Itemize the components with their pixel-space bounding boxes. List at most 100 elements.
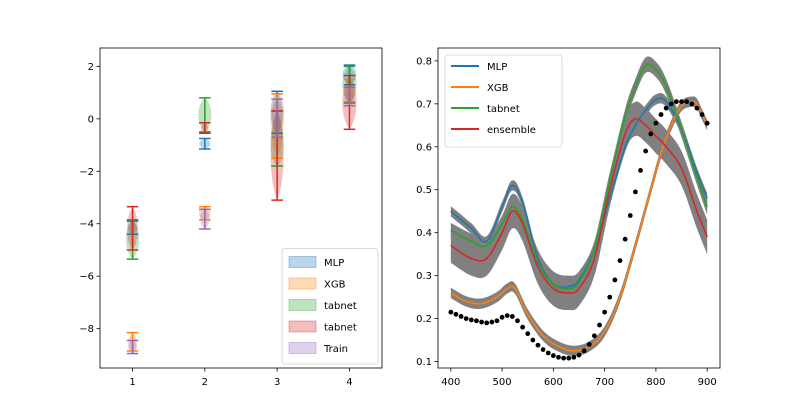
reference-point-40: [653, 120, 659, 126]
reference-point-19: [545, 350, 551, 356]
violin-plot-panel: 1 2 3 4 2 0 −2 −4 −6 −8 MLP XGB tabnet tabnet Train: [79, 47, 383, 388]
reference-point-44: [674, 99, 679, 105]
line-y-ticks: 0.8 0.7 0.6 0.5 0.4 0.3 0.2 0.1: [416, 56, 438, 368]
line-marks: [448, 56, 710, 361]
reference-point-43: [668, 101, 674, 107]
line-legend: MLP XGB tabnet ensemble: [444, 54, 563, 148]
reference-point-3: [463, 316, 469, 322]
reference-point-15: [525, 331, 531, 337]
y-tick-label-0.4: 0.4: [416, 228, 432, 239]
violin-x-ticks: 1 2 3 4: [129, 368, 353, 388]
reference-point-5: [474, 318, 479, 324]
series-line-tabnet: [450, 63, 708, 290]
reference-point-36: [633, 189, 638, 195]
violin-legend: MLP XGB tabnet tabnet Train: [281, 248, 379, 365]
reference-point-41: [658, 112, 664, 117]
reference-point-26: [581, 348, 587, 354]
reference-point-46: [684, 99, 690, 105]
legend-box: [444, 54, 563, 148]
reference-point-27: [586, 341, 592, 347]
reference-point-31: [607, 294, 613, 300]
legend-swatch-mlp-0: [288, 256, 317, 268]
legend-label-xgb: XGB: [487, 83, 509, 94]
x-tick-label-900: 900: [698, 377, 717, 388]
violin-y-ticks: 2 0 −2 −4 −6 −8: [79, 62, 100, 335]
y-tick-label-0.5: 0.5: [416, 185, 432, 196]
reference-point-17: [535, 342, 541, 348]
reference-point-0: [448, 309, 454, 315]
reference-point-9: [494, 318, 500, 324]
legend-label-tabnet: tabnet: [487, 104, 520, 115]
reference-point-1: [453, 311, 459, 317]
reference-point-38: [643, 148, 649, 154]
reference-point-4: [468, 317, 474, 323]
x-tick-label-3: 3: [274, 377, 280, 388]
y-tick-label-0.1: 0.1: [416, 357, 432, 368]
series-line-mlp: [450, 97, 708, 289]
legend-label-ensemble: ensemble: [487, 125, 536, 136]
reference-point-28: [591, 333, 597, 339]
y-tick-label-0.7: 0.7: [416, 99, 432, 110]
legend-label-xgb-1: XGB: [324, 280, 346, 291]
reference-point-21: [556, 354, 561, 360]
x-tick-label-700: 700: [595, 377, 614, 388]
legend-box: [281, 248, 379, 365]
legend-swatch-tabnet-3: [288, 320, 317, 333]
reference-point-47: [689, 101, 695, 107]
reference-point-23: [566, 355, 572, 361]
reference-point-35: [627, 213, 633, 218]
violin-plot-frame: [99, 47, 383, 369]
legend-swatch-train-4: [288, 342, 317, 354]
reference-point-42: [663, 105, 669, 111]
y-tick-label-3: −4: [79, 219, 94, 230]
legend-swatch-xgb-1: [288, 277, 317, 290]
reference-point-24: [571, 354, 577, 360]
reference-point-50: [704, 120, 710, 126]
y-tick-label-0: 2: [88, 62, 94, 73]
legend-label-train-4: Train: [323, 344, 348, 355]
reference-point-48: [694, 105, 700, 111]
x-tick-label-400: 400: [441, 377, 460, 388]
x-tick-label-1: 1: [129, 377, 135, 388]
y-tick-label-0.3: 0.3: [416, 271, 432, 282]
reference-point-20: [550, 353, 556, 358]
reference-point-10: [499, 314, 505, 320]
reference-point-30: [602, 309, 608, 315]
reference-point-11: [504, 313, 510, 318]
reference-point-2: [458, 314, 464, 319]
reference-point-7: [484, 320, 490, 326]
violin-marks: [126, 64, 357, 355]
series-line-ensemble: [450, 117, 708, 294]
reference-point-32: [612, 277, 618, 283]
legend-label-tabnet-3: tabnet: [324, 323, 357, 334]
reference-point-49: [699, 112, 705, 117]
x-tick-label-500: 500: [493, 377, 512, 388]
reference-point-12: [509, 314, 515, 319]
reference-point-37: [638, 168, 643, 173]
line-x-ticks: 400 500 600 700 800 900: [441, 368, 717, 388]
line-plot-panel: 400 500 600 700 800 900 0.8 0.7 0.6 0.5 0.4 0.3 0.2…: [416, 47, 721, 388]
y-tick-label-0.8: 0.8: [416, 56, 432, 67]
reference-point-6: [479, 319, 484, 325]
legend-label-mlp: MLP: [487, 62, 507, 73]
x-tick-label-600: 600: [544, 377, 563, 388]
y-tick-label-0.6: 0.6: [416, 142, 432, 153]
y-tick-label-2: −2: [79, 167, 94, 178]
reference-point-45: [679, 99, 684, 105]
line-plot-frame: [437, 47, 721, 369]
legend-swatch-tabnet-2: [288, 299, 317, 311]
reference-point-25: [576, 352, 582, 358]
reference-point-14: [520, 324, 525, 330]
y-tick-label-1: 0: [88, 114, 94, 125]
x-tick-label-2: 2: [202, 377, 208, 388]
band-xgb: [450, 96, 708, 356]
reference-point-39: [648, 131, 654, 137]
reference-point-22: [561, 355, 567, 361]
x-tick-label-800: 800: [646, 377, 665, 388]
y-tick-label-5: −8: [79, 324, 94, 335]
reference-point-13: [515, 318, 520, 324]
reference-point-8: [489, 319, 495, 325]
legend-label-mlp-0: MLP: [324, 258, 344, 269]
reference-point-34: [622, 236, 628, 242]
